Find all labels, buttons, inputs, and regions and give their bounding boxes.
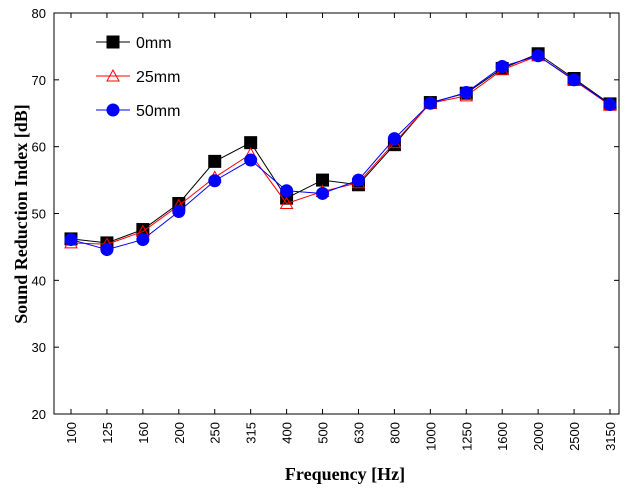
marker-circle bbox=[136, 233, 150, 247]
y-tick-label: 80 bbox=[32, 6, 46, 21]
marker-circle bbox=[64, 233, 78, 247]
marker-circle bbox=[351, 173, 365, 187]
y-tick-label: 20 bbox=[32, 407, 46, 422]
legend-item: 0mm bbox=[96, 35, 172, 52]
series-layer bbox=[64, 47, 617, 257]
x-tick-label: 1250 bbox=[459, 422, 474, 451]
x-axis: 100 125 160 200 250 315 400 500 630 800 1000 1250 16… bbox=[64, 13, 618, 451]
legend-item: 50mm bbox=[96, 103, 180, 120]
marker-circle bbox=[106, 103, 120, 117]
marker-circle bbox=[208, 174, 222, 188]
x-tick-label: 100 bbox=[64, 422, 79, 444]
y-axis: 20 30 40 50 60 70 80 bbox=[32, 6, 619, 422]
marker-square bbox=[106, 35, 120, 49]
x-tick-label: 3150 bbox=[603, 422, 618, 451]
legend: 0mm 25mm 50mm bbox=[96, 35, 180, 120]
x-tick-label: 250 bbox=[208, 422, 223, 444]
marker-circle bbox=[567, 73, 581, 87]
y-tick-label: 70 bbox=[32, 73, 46, 88]
x-tick-label: 200 bbox=[172, 422, 187, 444]
x-tick-label: 1600 bbox=[495, 422, 510, 451]
legend-label: 0mm bbox=[136, 35, 172, 52]
marker-circle bbox=[316, 186, 330, 200]
legend-item: 25mm bbox=[96, 68, 180, 86]
marker-circle bbox=[459, 86, 473, 100]
marker-square bbox=[208, 154, 222, 168]
y-axis-title: Sound Reduction Index [dB] bbox=[11, 104, 31, 324]
marker-circle bbox=[100, 243, 114, 257]
marker-circle bbox=[172, 204, 186, 218]
series-line bbox=[70, 55, 611, 251]
x-tick-label: 630 bbox=[351, 422, 366, 444]
marker-circle bbox=[423, 96, 437, 110]
marker-circle bbox=[244, 153, 258, 167]
series-50mm bbox=[64, 49, 617, 257]
x-tick-label: 800 bbox=[387, 422, 402, 444]
x-tick-label: 2500 bbox=[567, 422, 582, 451]
marker-circle bbox=[531, 49, 545, 63]
legend-label: 50mm bbox=[136, 103, 180, 120]
y-tick-label: 40 bbox=[32, 273, 46, 288]
y-tick-label: 50 bbox=[32, 207, 46, 222]
marker-circle bbox=[280, 184, 294, 198]
x-tick-label: 1000 bbox=[423, 422, 438, 451]
marker-triangle bbox=[279, 196, 294, 209]
y-tick-label: 60 bbox=[32, 140, 46, 155]
marker-triangle bbox=[106, 68, 120, 82]
marker-circle bbox=[387, 132, 401, 146]
marker-circle bbox=[495, 59, 509, 73]
x-tick-label: 315 bbox=[244, 422, 259, 444]
x-tick-label: 500 bbox=[316, 422, 331, 444]
marker-circle bbox=[603, 98, 617, 112]
x-tick-label: 160 bbox=[136, 422, 151, 444]
y-tick-label: 30 bbox=[32, 340, 46, 355]
x-axis-title: Frequency [Hz] bbox=[285, 464, 405, 484]
marker-square bbox=[316, 173, 330, 187]
x-tick-label: 125 bbox=[100, 422, 115, 444]
x-tick-label: 400 bbox=[280, 422, 295, 444]
legend-label: 25mm bbox=[136, 69, 180, 86]
marker-square bbox=[244, 136, 258, 150]
x-tick-label: 2000 bbox=[531, 422, 546, 451]
